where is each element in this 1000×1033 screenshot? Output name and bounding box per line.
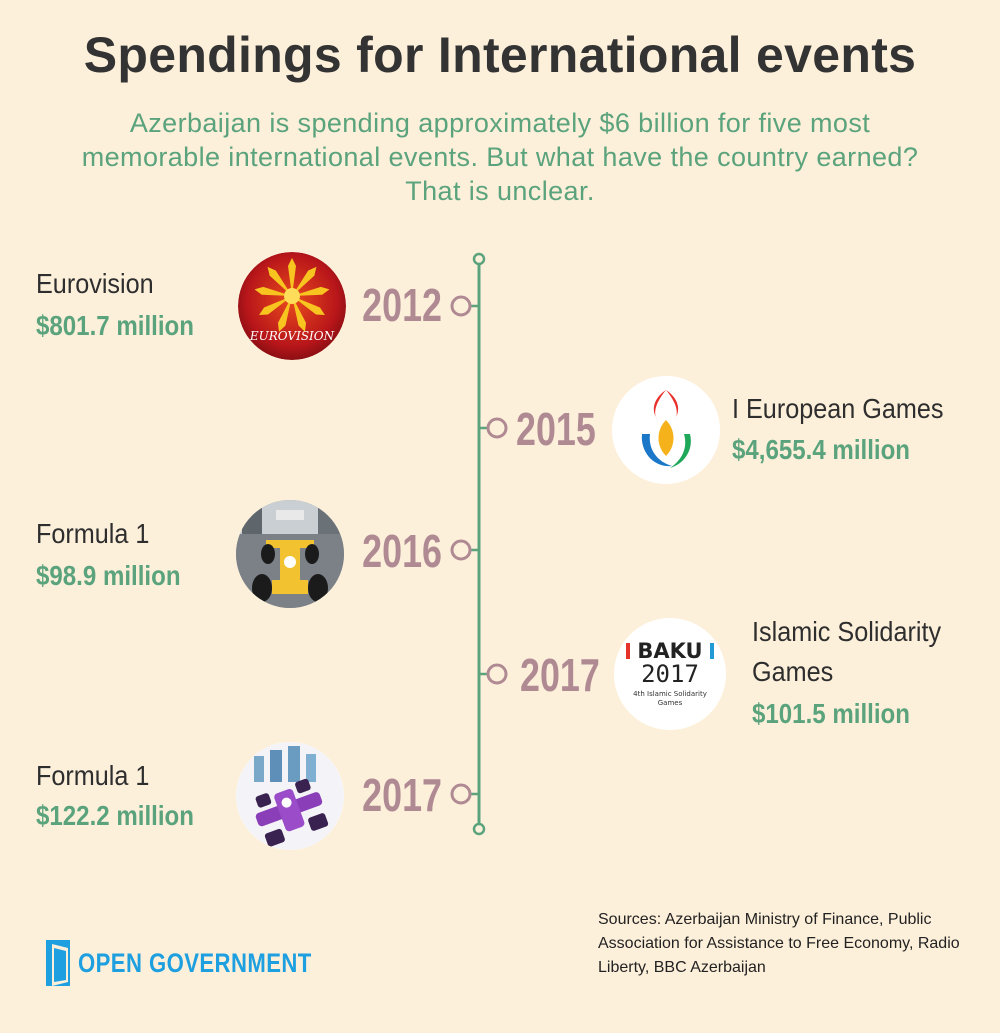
eurovision-logo-icon: EUROVISION [238, 252, 346, 360]
page-title: Spendings for International events [83, 27, 917, 83]
timeline-node-2017-left [450, 783, 472, 805]
open-government-logo-icon [46, 940, 70, 986]
timeline-node-2017-right [486, 663, 508, 685]
event-amount-formula1-2016: $98.9 million [36, 560, 181, 591]
event-name-islamic-games-line2: Games [752, 656, 834, 687]
brand-name: OPEN GOVERNMENT [78, 948, 312, 978]
baku-2017-logo-icon: BAKU 2017 4th Islamic Solidarity Games [614, 618, 726, 730]
timeline-node-2012 [450, 295, 472, 317]
event-amount-formula1-2017: $122.2 million [36, 800, 194, 831]
formula1-car-photo-icon [236, 500, 344, 608]
sources-note: Sources: Azerbaijan Ministry of Finance,… [598, 911, 960, 976]
event-amount-islamic-games: $101.5 million [752, 698, 910, 729]
svg-text:4th Islamic Solidarity: 4th Islamic Solidarity [633, 690, 707, 698]
year-label-2016: 2016 [362, 525, 442, 577]
event-name-formula1-2016: Formula 1 [36, 518, 150, 549]
year-label-2012: 2012 [362, 279, 442, 331]
formula1-purple-car-icon [236, 742, 344, 850]
svg-text:EUROVISION: EUROVISION [249, 329, 335, 343]
svg-text:Games: Games [658, 699, 683, 707]
event-amount-eurovision: $801.7 million [36, 310, 194, 341]
timeline-node-2016 [450, 539, 472, 561]
event-amount-european-games: $4,655.4 million [732, 434, 911, 465]
year-label-2017-f1: 2017 [362, 769, 442, 821]
page-subtitle: Azerbaijan is spending approximately $6 … [81, 108, 919, 206]
event-name-islamic-games-line1: Islamic Solidarity [752, 616, 942, 647]
event-name-eurovision: Eurovision [36, 268, 154, 299]
svg-text:2017: 2017 [641, 660, 699, 688]
year-label-2017-isg: 2017 [520, 649, 600, 701]
event-name-european-games: I European Games [732, 393, 944, 424]
timeline-node-2015 [486, 417, 508, 439]
event-name-formula1-2017: Formula 1 [36, 760, 150, 791]
european-games-logo-icon [612, 376, 720, 484]
year-label-2015: 2015 [516, 403, 596, 455]
svg-text:BAKU: BAKU [637, 639, 702, 663]
